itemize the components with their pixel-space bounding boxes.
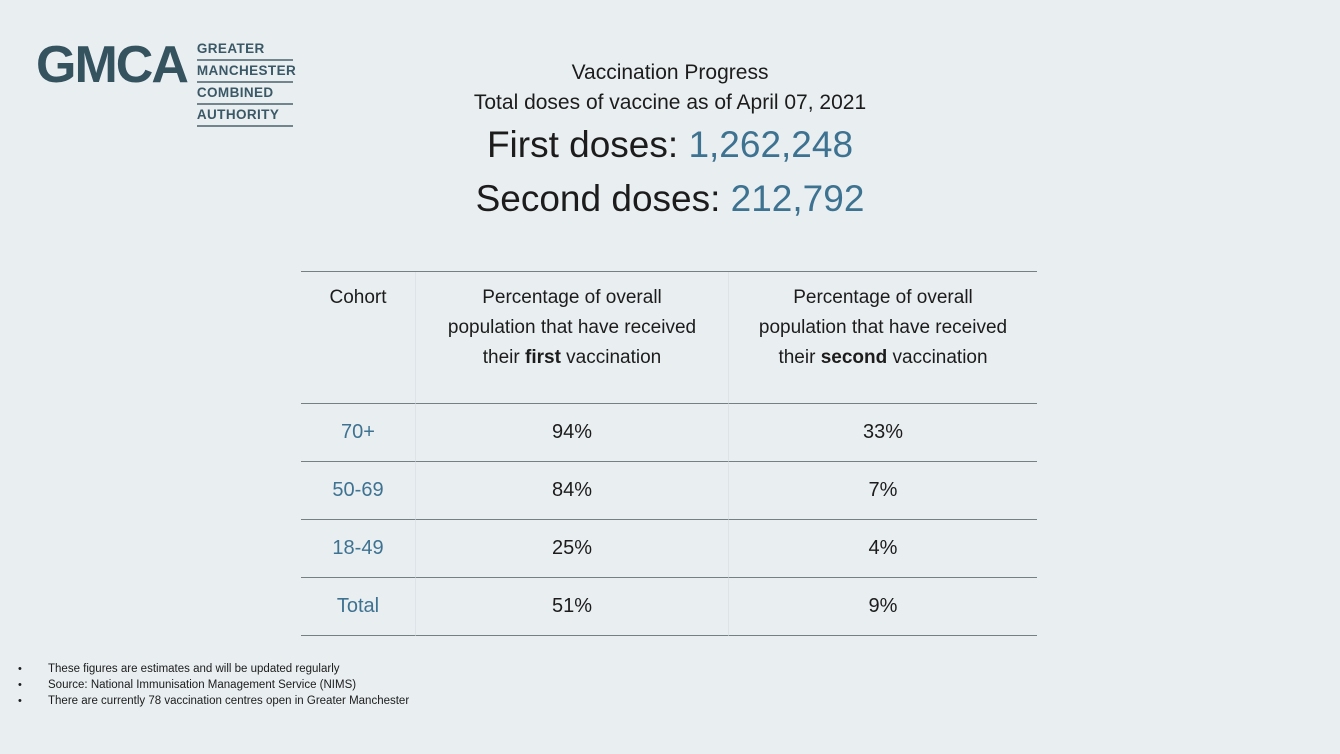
table-header-cohort: Cohort [301,272,415,404]
table-row-total-second-value: 9% [728,578,1037,636]
table-row-70plus-first-value: 94% [415,404,728,462]
second-doses-line: Second doses: 212,792 [0,172,1340,226]
table-header-second-vaccination: Percentage of overall population that ha… [728,272,1037,404]
table-header-cohort-label: Cohort [329,287,387,308]
emphasis-second: second [820,347,888,368]
footnote-centres: • There are currently 78 vaccination cen… [18,693,409,709]
footnote-text: Source: National Immunisation Management… [48,679,357,691]
table-row-18-49-first-value: 25% [415,520,728,578]
page-subtitle: Total doses of vaccine as of April 07, 2… [473,91,867,114]
gmca-logo: GMCA GREATER MANCHESTER COMBINED AUTHORI… [36,36,296,130]
title-block: Vaccination Progress Total doses of vacc… [0,58,1340,226]
emphasis-first: first [525,347,561,368]
first-doses-line: First doses: 1,262,248 [0,118,1340,172]
vaccination-table: Cohort Percentage of overall population … [301,271,1037,636]
first-doses-label: First doses: [486,124,689,165]
gmca-logo-acronym: GMCA [36,36,189,94]
footnote-text: These figures are estimates and will be … [48,663,340,675]
first-doses-value: 1,262,248 [688,124,854,165]
table-row-18-49-cohort: 18-49 [301,520,415,578]
table-row-total-cohort: Total [301,578,415,636]
table-row-50-69-first-value: 84% [415,462,728,520]
gmca-logo-words: GREATER MANCHESTER COMBINED AUTHORITY [196,42,296,130]
logo-word-manchester: MANCHESTER [196,64,296,83]
table-row-18-49-second-value: 4% [728,520,1037,578]
logo-word-authority: AUTHORITY [196,108,293,127]
table-row-70plus-cohort: 70+ [301,404,415,462]
logo-word-greater: GREATER [196,42,293,61]
table-row-70plus-second-value: 33% [728,404,1037,462]
footnote-text: There are currently 78 vaccination centr… [48,695,410,707]
footnote-estimates: • These figures are estimates and will b… [18,661,409,677]
bullet-icon: • [18,695,22,707]
footnote-source: • Source: National Immunisation Manageme… [18,677,409,693]
bullet-icon: • [18,663,22,675]
table-row-50-69-cohort: 50-69 [301,462,415,520]
bullet-icon: • [18,679,22,691]
table-row-total-first-value: 51% [415,578,728,636]
second-doses-label: Second doses: [475,178,731,219]
logo-word-combined: COMBINED [196,86,293,105]
footnotes: • These figures are estimates and will b… [18,661,409,709]
table-row-50-69-second-value: 7% [728,462,1037,520]
second-doses-value: 212,792 [730,178,865,219]
table-header-first-vaccination: Percentage of overall population that ha… [415,272,728,404]
page-title: Vaccination Progress [571,61,769,84]
